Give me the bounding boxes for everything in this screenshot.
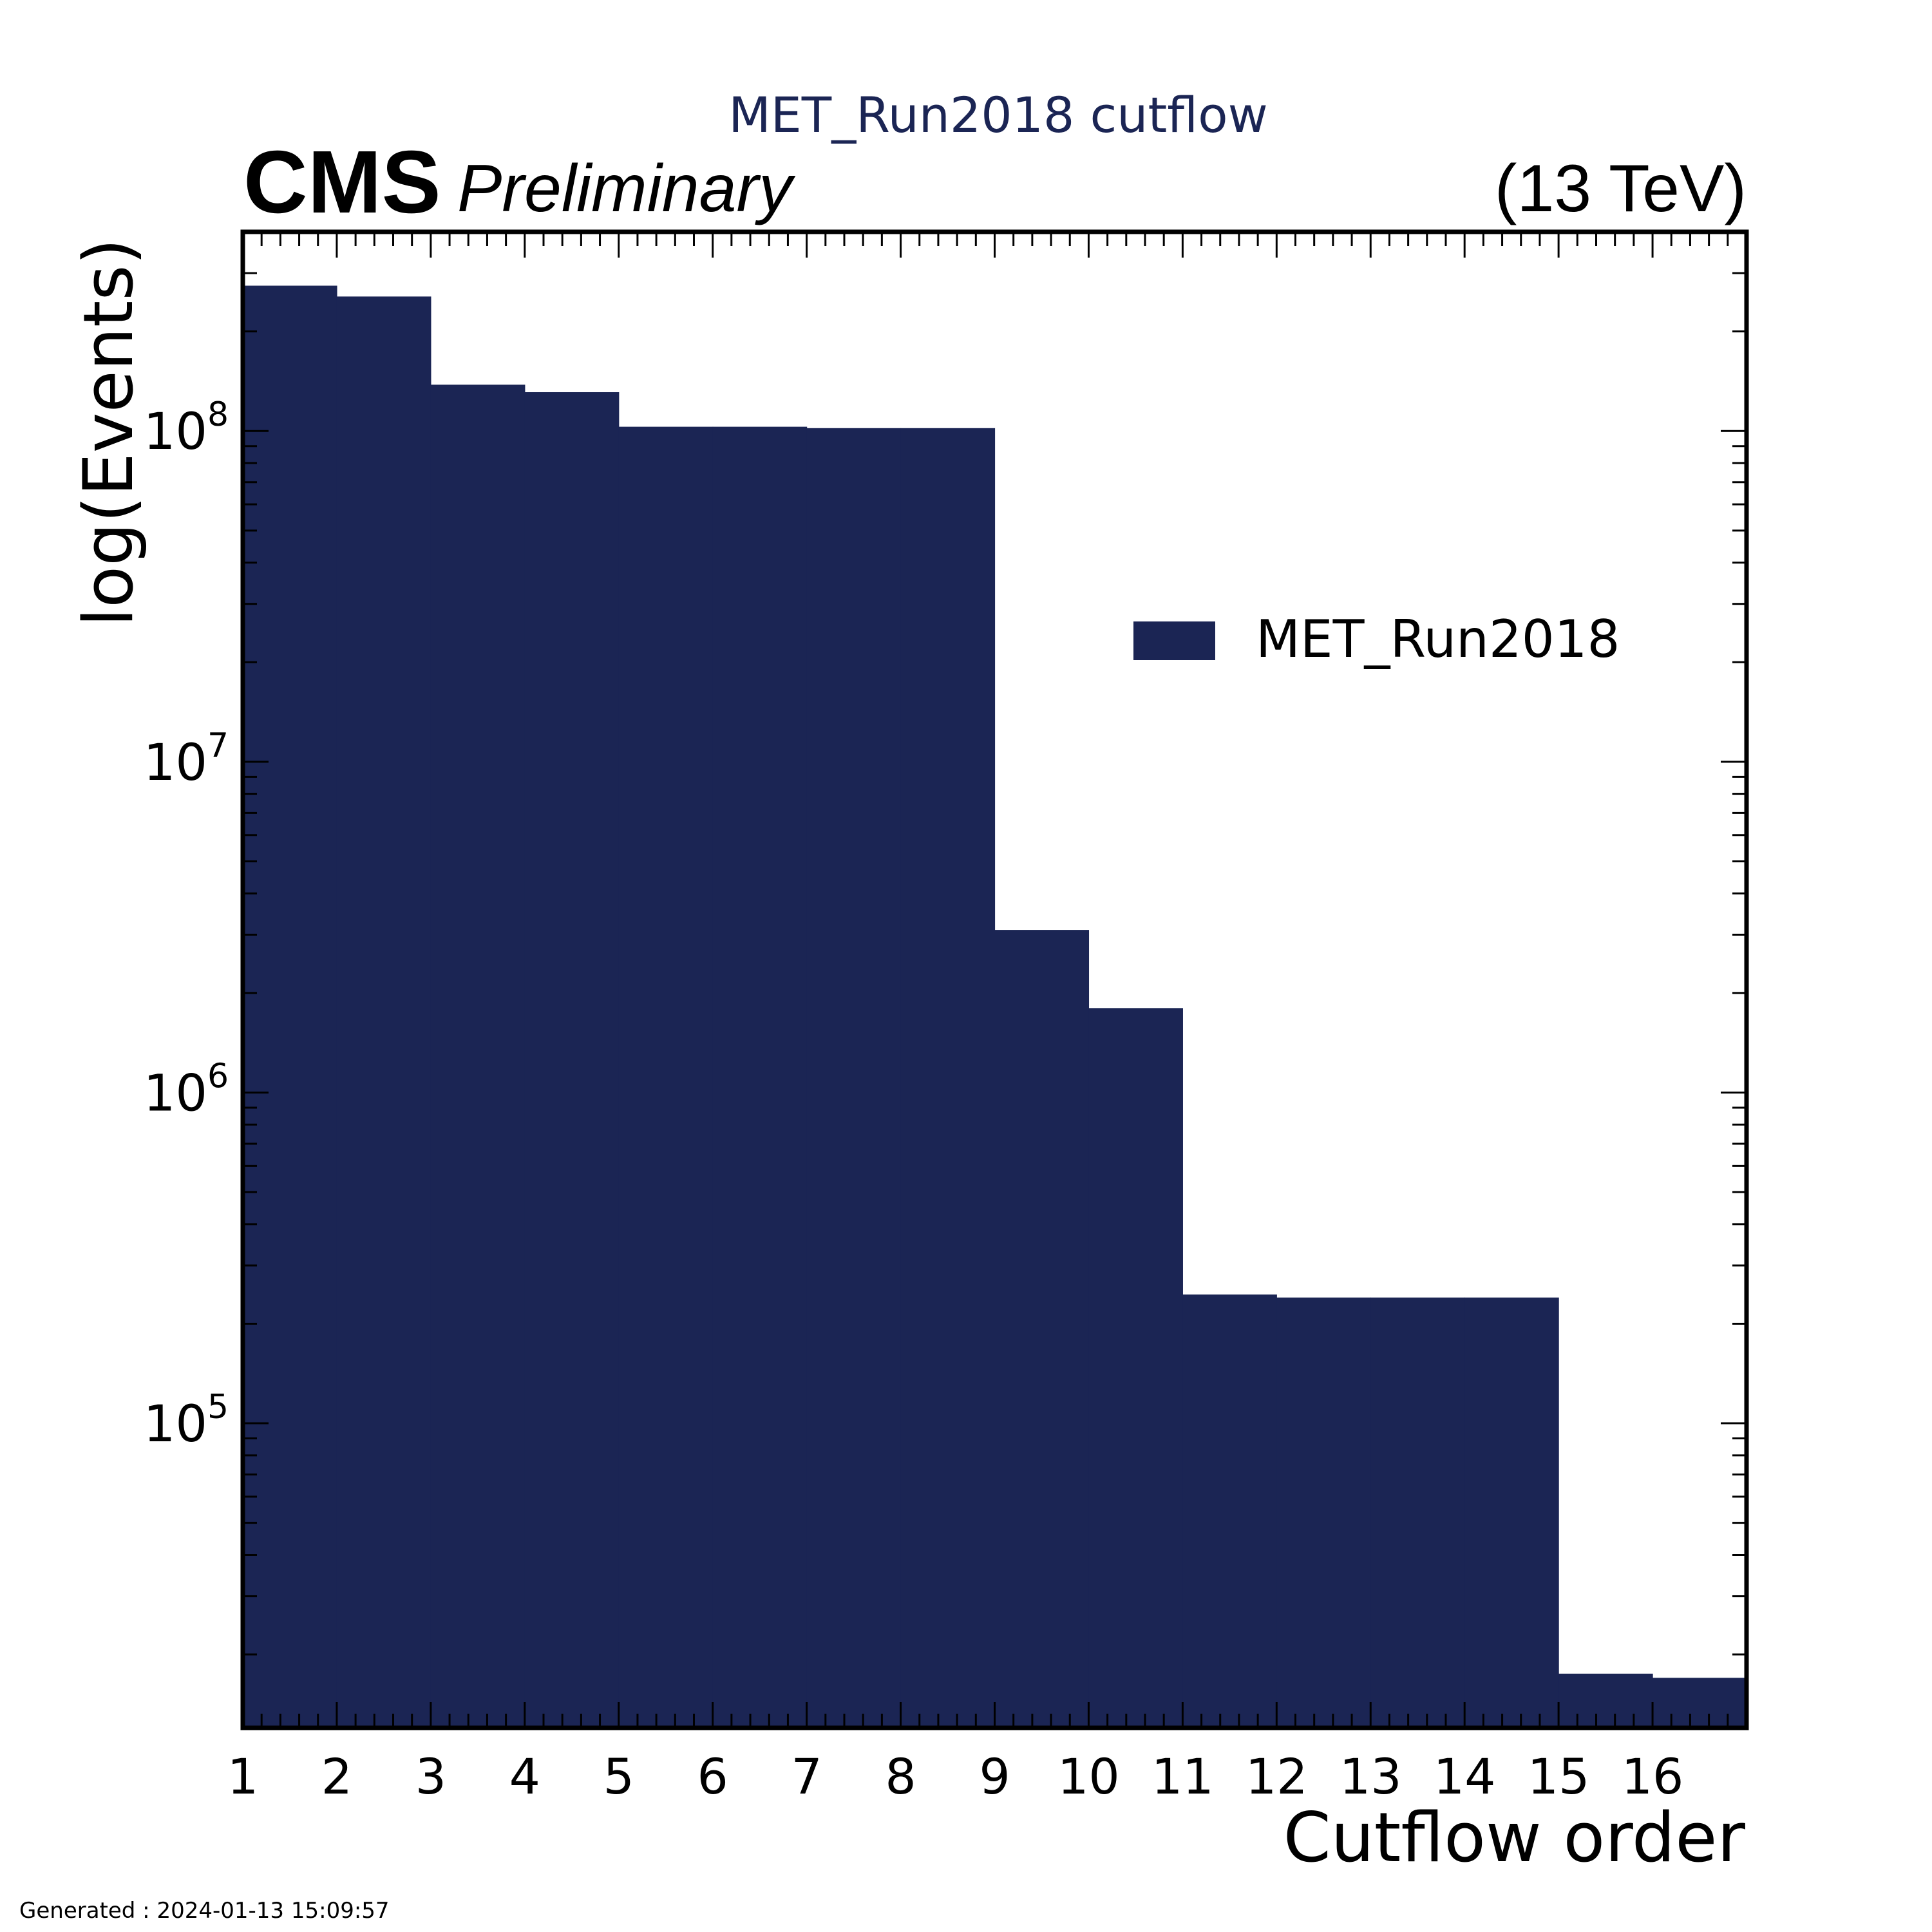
legend-label: MET_Run2018 xyxy=(1256,609,1620,669)
energy-label: (13 TeV) xyxy=(1495,151,1747,226)
histogram-bar xyxy=(1558,1673,1653,1728)
y-tick-label: 10 8 xyxy=(144,395,229,461)
x-tick-label: 10 xyxy=(1057,1748,1120,1805)
histogram-bar xyxy=(1182,1294,1277,1728)
y-axis-label: log(Events) xyxy=(69,238,148,627)
y-tick-label: 10 6 xyxy=(144,1057,229,1122)
histogram-bar xyxy=(1276,1297,1371,1728)
x-tick-label: 15 xyxy=(1528,1748,1590,1805)
status-label: Preliminary xyxy=(457,151,796,226)
x-tick-labels: 1 2 3 4 5 6 7 8 9 10 11 12 13 14 15 16 xyxy=(227,1748,1684,1805)
histogram-bar xyxy=(430,384,526,1728)
histogram-bar xyxy=(994,930,1090,1728)
histogram-bar xyxy=(1653,1678,1747,1728)
axis-ticks xyxy=(242,231,1748,1728)
x-tick-label: 12 xyxy=(1245,1748,1308,1805)
x-tick-label: 2 xyxy=(321,1748,352,1805)
y-tick-exponent: 7 xyxy=(207,726,229,765)
x-tick-label: 7 xyxy=(791,1748,822,1805)
histogram-bar xyxy=(618,426,714,1728)
x-tick-label: 5 xyxy=(603,1748,634,1805)
histogram-bar xyxy=(712,426,808,1728)
x-tick-label: 14 xyxy=(1434,1748,1496,1805)
y-tick-label: 10 7 xyxy=(144,726,229,792)
x-tick-label: 1 xyxy=(227,1748,258,1805)
histogram-bar xyxy=(243,285,337,1728)
x-tick-label: 6 xyxy=(697,1748,728,1805)
y-tick-base: 10 xyxy=(144,1065,207,1122)
generated-timestamp: Generated : 2024-01-13 15:09:57 xyxy=(19,1898,390,1924)
legend: MET_Run2018 xyxy=(1133,609,1620,669)
y-tick-base: 10 xyxy=(144,403,207,461)
y-tick-exponent: 8 xyxy=(207,395,229,434)
x-tick-label: 9 xyxy=(979,1748,1010,1805)
histogram-bars xyxy=(243,285,1747,1728)
y-tick-exponent: 5 xyxy=(207,1388,229,1426)
plot-frame xyxy=(240,229,1749,1730)
x-tick-label: 3 xyxy=(415,1748,446,1805)
histogram-bar xyxy=(900,428,996,1728)
histogram-bar xyxy=(806,428,902,1728)
y-tick-label: 10 5 xyxy=(144,1388,229,1454)
x-axis-label: Cutflow order xyxy=(1283,1798,1746,1877)
y-tick-base: 10 xyxy=(144,734,207,792)
experiment-label: CMS xyxy=(243,133,441,232)
x-tick-label: 11 xyxy=(1151,1748,1214,1805)
x-tick-label: 8 xyxy=(885,1748,916,1805)
chart-title: MET_Run2018 cutflow xyxy=(728,86,1268,144)
histogram-bar xyxy=(336,296,431,1728)
x-tick-label: 4 xyxy=(509,1748,540,1805)
histogram-bar xyxy=(524,392,620,1728)
x-tick-label: 13 xyxy=(1340,1748,1402,1805)
y-tick-exponent: 6 xyxy=(207,1057,229,1095)
y-tick-base: 10 xyxy=(144,1396,207,1454)
legend-swatch xyxy=(1133,621,1215,660)
histogram-bar xyxy=(1088,1008,1183,1728)
x-tick-label: 16 xyxy=(1622,1748,1684,1805)
histogram-bar xyxy=(1370,1297,1465,1728)
histogram-bar xyxy=(1464,1297,1559,1728)
